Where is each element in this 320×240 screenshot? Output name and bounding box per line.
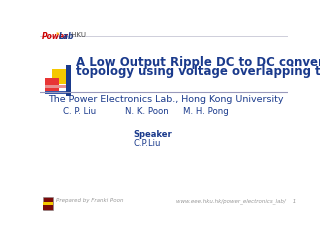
Bar bbox=[45, 85, 66, 88]
Text: C. P. Liu: C. P. Liu bbox=[63, 107, 96, 116]
Text: www.eee.hku.hk/power_electronics_lab/    1: www.eee.hku.hk/power_electronics_lab/ 1 bbox=[176, 198, 296, 204]
Text: Prepared by Franki Poon: Prepared by Franki Poon bbox=[55, 198, 123, 203]
Text: topology using voltage overlapping technique: topology using voltage overlapping techn… bbox=[76, 65, 320, 78]
Text: A Low Output Ripple DC to DC converter: A Low Output Ripple DC to DC converter bbox=[76, 56, 320, 69]
Bar bbox=[45, 78, 60, 92]
Text: The Power Electronics Lab., Hong Kong University: The Power Electronics Lab., Hong Kong Un… bbox=[48, 95, 283, 104]
Text: Power: Power bbox=[42, 32, 69, 41]
Bar bbox=[43, 205, 53, 210]
Text: C.P.Liu: C.P.Liu bbox=[133, 139, 160, 148]
Bar bbox=[45, 91, 66, 94]
Text: N. K. Poon: N. K. Poon bbox=[125, 107, 169, 116]
Text: Speaker: Speaker bbox=[133, 131, 172, 139]
Text: *: * bbox=[56, 32, 60, 38]
Bar bbox=[52, 69, 67, 84]
Text: Lab: Lab bbox=[59, 32, 74, 41]
Bar bbox=[43, 198, 53, 210]
Bar bbox=[66, 65, 71, 96]
Text: M. H. Pong: M. H. Pong bbox=[183, 107, 229, 116]
Bar bbox=[43, 202, 53, 205]
Text: HKU: HKU bbox=[69, 32, 86, 38]
